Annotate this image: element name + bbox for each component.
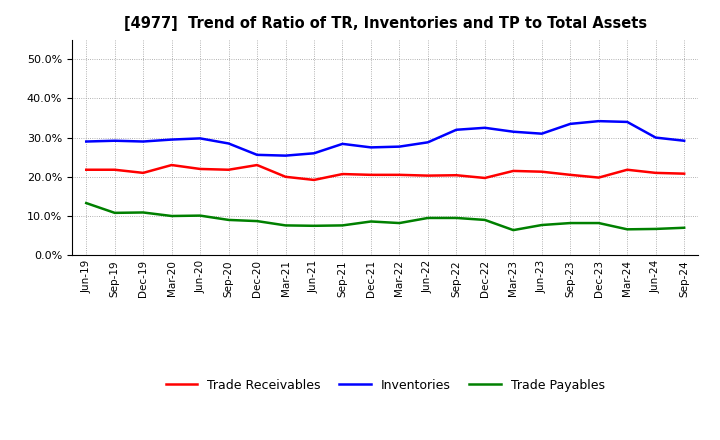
Trade Payables xyxy=(480,217,489,223)
Inventories xyxy=(167,137,176,142)
Trade Receivables xyxy=(196,166,204,172)
Line: Trade Payables: Trade Payables xyxy=(86,203,684,230)
Inventories xyxy=(310,150,318,156)
Trade Receivables xyxy=(225,167,233,172)
Inventories xyxy=(652,135,660,140)
Inventories xyxy=(282,153,290,158)
Trade Payables xyxy=(680,225,688,231)
Trade Payables xyxy=(509,227,518,233)
Trade Payables xyxy=(566,220,575,226)
Legend: Trade Receivables, Inventories, Trade Payables: Trade Receivables, Inventories, Trade Pa… xyxy=(161,374,610,396)
Trade Payables xyxy=(310,223,318,228)
Trade Receivables xyxy=(395,172,404,177)
Trade Receivables xyxy=(423,173,432,178)
Inventories xyxy=(680,138,688,143)
Trade Receivables xyxy=(82,167,91,172)
Trade Payables xyxy=(196,213,204,218)
Trade Receivables xyxy=(110,167,119,172)
Trade Receivables xyxy=(167,162,176,168)
Inventories xyxy=(253,152,261,158)
Inventories xyxy=(110,138,119,143)
Trade Receivables xyxy=(509,168,518,173)
Inventories xyxy=(139,139,148,144)
Trade Receivables xyxy=(253,162,261,168)
Inventories xyxy=(623,119,631,125)
Inventories xyxy=(566,121,575,127)
Inventories xyxy=(509,129,518,134)
Trade Payables xyxy=(452,215,461,220)
Inventories xyxy=(452,127,461,132)
Inventories xyxy=(225,141,233,146)
Inventories xyxy=(595,118,603,124)
Trade Payables xyxy=(537,222,546,227)
Trade Receivables xyxy=(623,167,631,172)
Trade Receivables xyxy=(282,174,290,180)
Trade Receivables xyxy=(680,171,688,176)
Inventories xyxy=(338,141,347,147)
Trade Payables xyxy=(623,227,631,232)
Trade Payables xyxy=(595,220,603,226)
Trade Receivables xyxy=(537,169,546,174)
Trade Receivables xyxy=(338,172,347,177)
Trade Receivables xyxy=(480,175,489,180)
Trade Payables xyxy=(253,218,261,224)
Trade Payables xyxy=(139,210,148,215)
Trade Receivables xyxy=(566,172,575,177)
Trade Receivables xyxy=(595,175,603,180)
Line: Trade Receivables: Trade Receivables xyxy=(86,165,684,180)
Trade Receivables xyxy=(452,172,461,178)
Inventories xyxy=(480,125,489,130)
Trade Receivables xyxy=(652,170,660,176)
Line: Inventories: Inventories xyxy=(86,121,684,156)
Inventories xyxy=(196,136,204,141)
Trade Payables xyxy=(225,217,233,223)
Trade Receivables xyxy=(366,172,375,177)
Trade Payables xyxy=(167,213,176,219)
Trade Payables xyxy=(652,226,660,231)
Trade Payables xyxy=(366,219,375,224)
Trade Payables xyxy=(395,220,404,226)
Inventories xyxy=(395,144,404,149)
Inventories xyxy=(366,145,375,150)
Trade Receivables xyxy=(139,170,148,176)
Trade Payables xyxy=(82,201,91,206)
Inventories xyxy=(82,139,91,144)
Title: [4977]  Trend of Ratio of TR, Inventories and TP to Total Assets: [4977] Trend of Ratio of TR, Inventories… xyxy=(124,16,647,32)
Inventories xyxy=(423,139,432,145)
Trade Payables xyxy=(423,215,432,220)
Trade Payables xyxy=(338,223,347,228)
Trade Payables xyxy=(282,223,290,228)
Trade Payables xyxy=(110,210,119,216)
Inventories xyxy=(537,131,546,136)
Trade Receivables xyxy=(310,177,318,183)
